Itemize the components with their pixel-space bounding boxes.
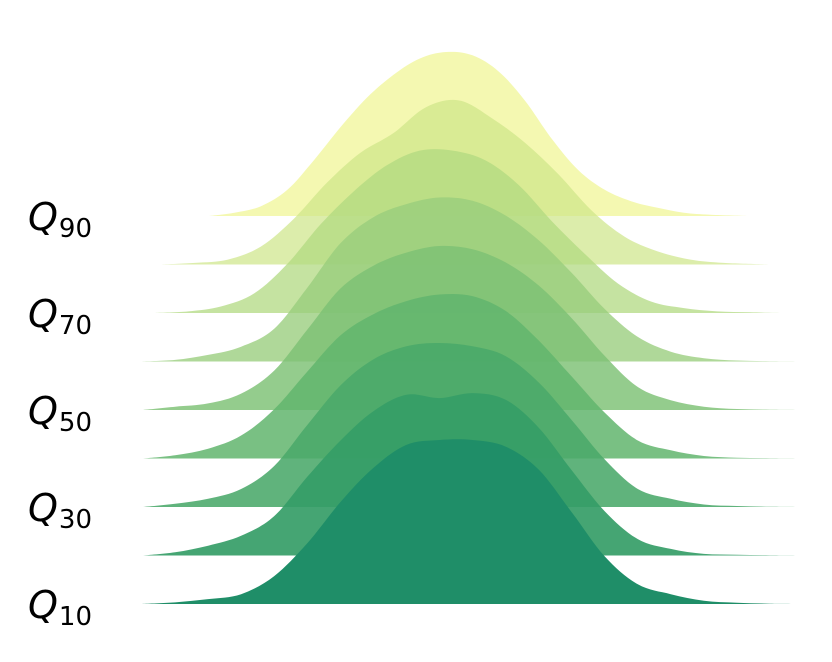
ridge-label-subscript: 30 (59, 505, 92, 535)
ridge-label-main: Q (28, 486, 58, 530)
ridge-q10 (142, 439, 803, 604)
ridge-label-main: Q (28, 583, 58, 627)
ridge-label-subscript: 90 (59, 214, 92, 244)
ridge-label-q30: Q30 (28, 486, 92, 535)
ridge-label-q90: Q90 (28, 195, 92, 244)
ridge-label-q70: Q70 (28, 292, 92, 341)
ridge-label-subscript: 50 (59, 408, 92, 438)
ridge-label-main: Q (28, 195, 58, 239)
ridge-layer (142, 51, 803, 604)
ridge-label-main: Q (28, 292, 58, 336)
ridge-label-subscript: 10 (59, 602, 92, 632)
ridge-label-q10: Q10 (28, 583, 92, 632)
ridge-label-main: Q (28, 389, 58, 433)
ridge-label-subscript: 70 (59, 311, 92, 341)
ridge-label-q50: Q50 (28, 389, 92, 438)
